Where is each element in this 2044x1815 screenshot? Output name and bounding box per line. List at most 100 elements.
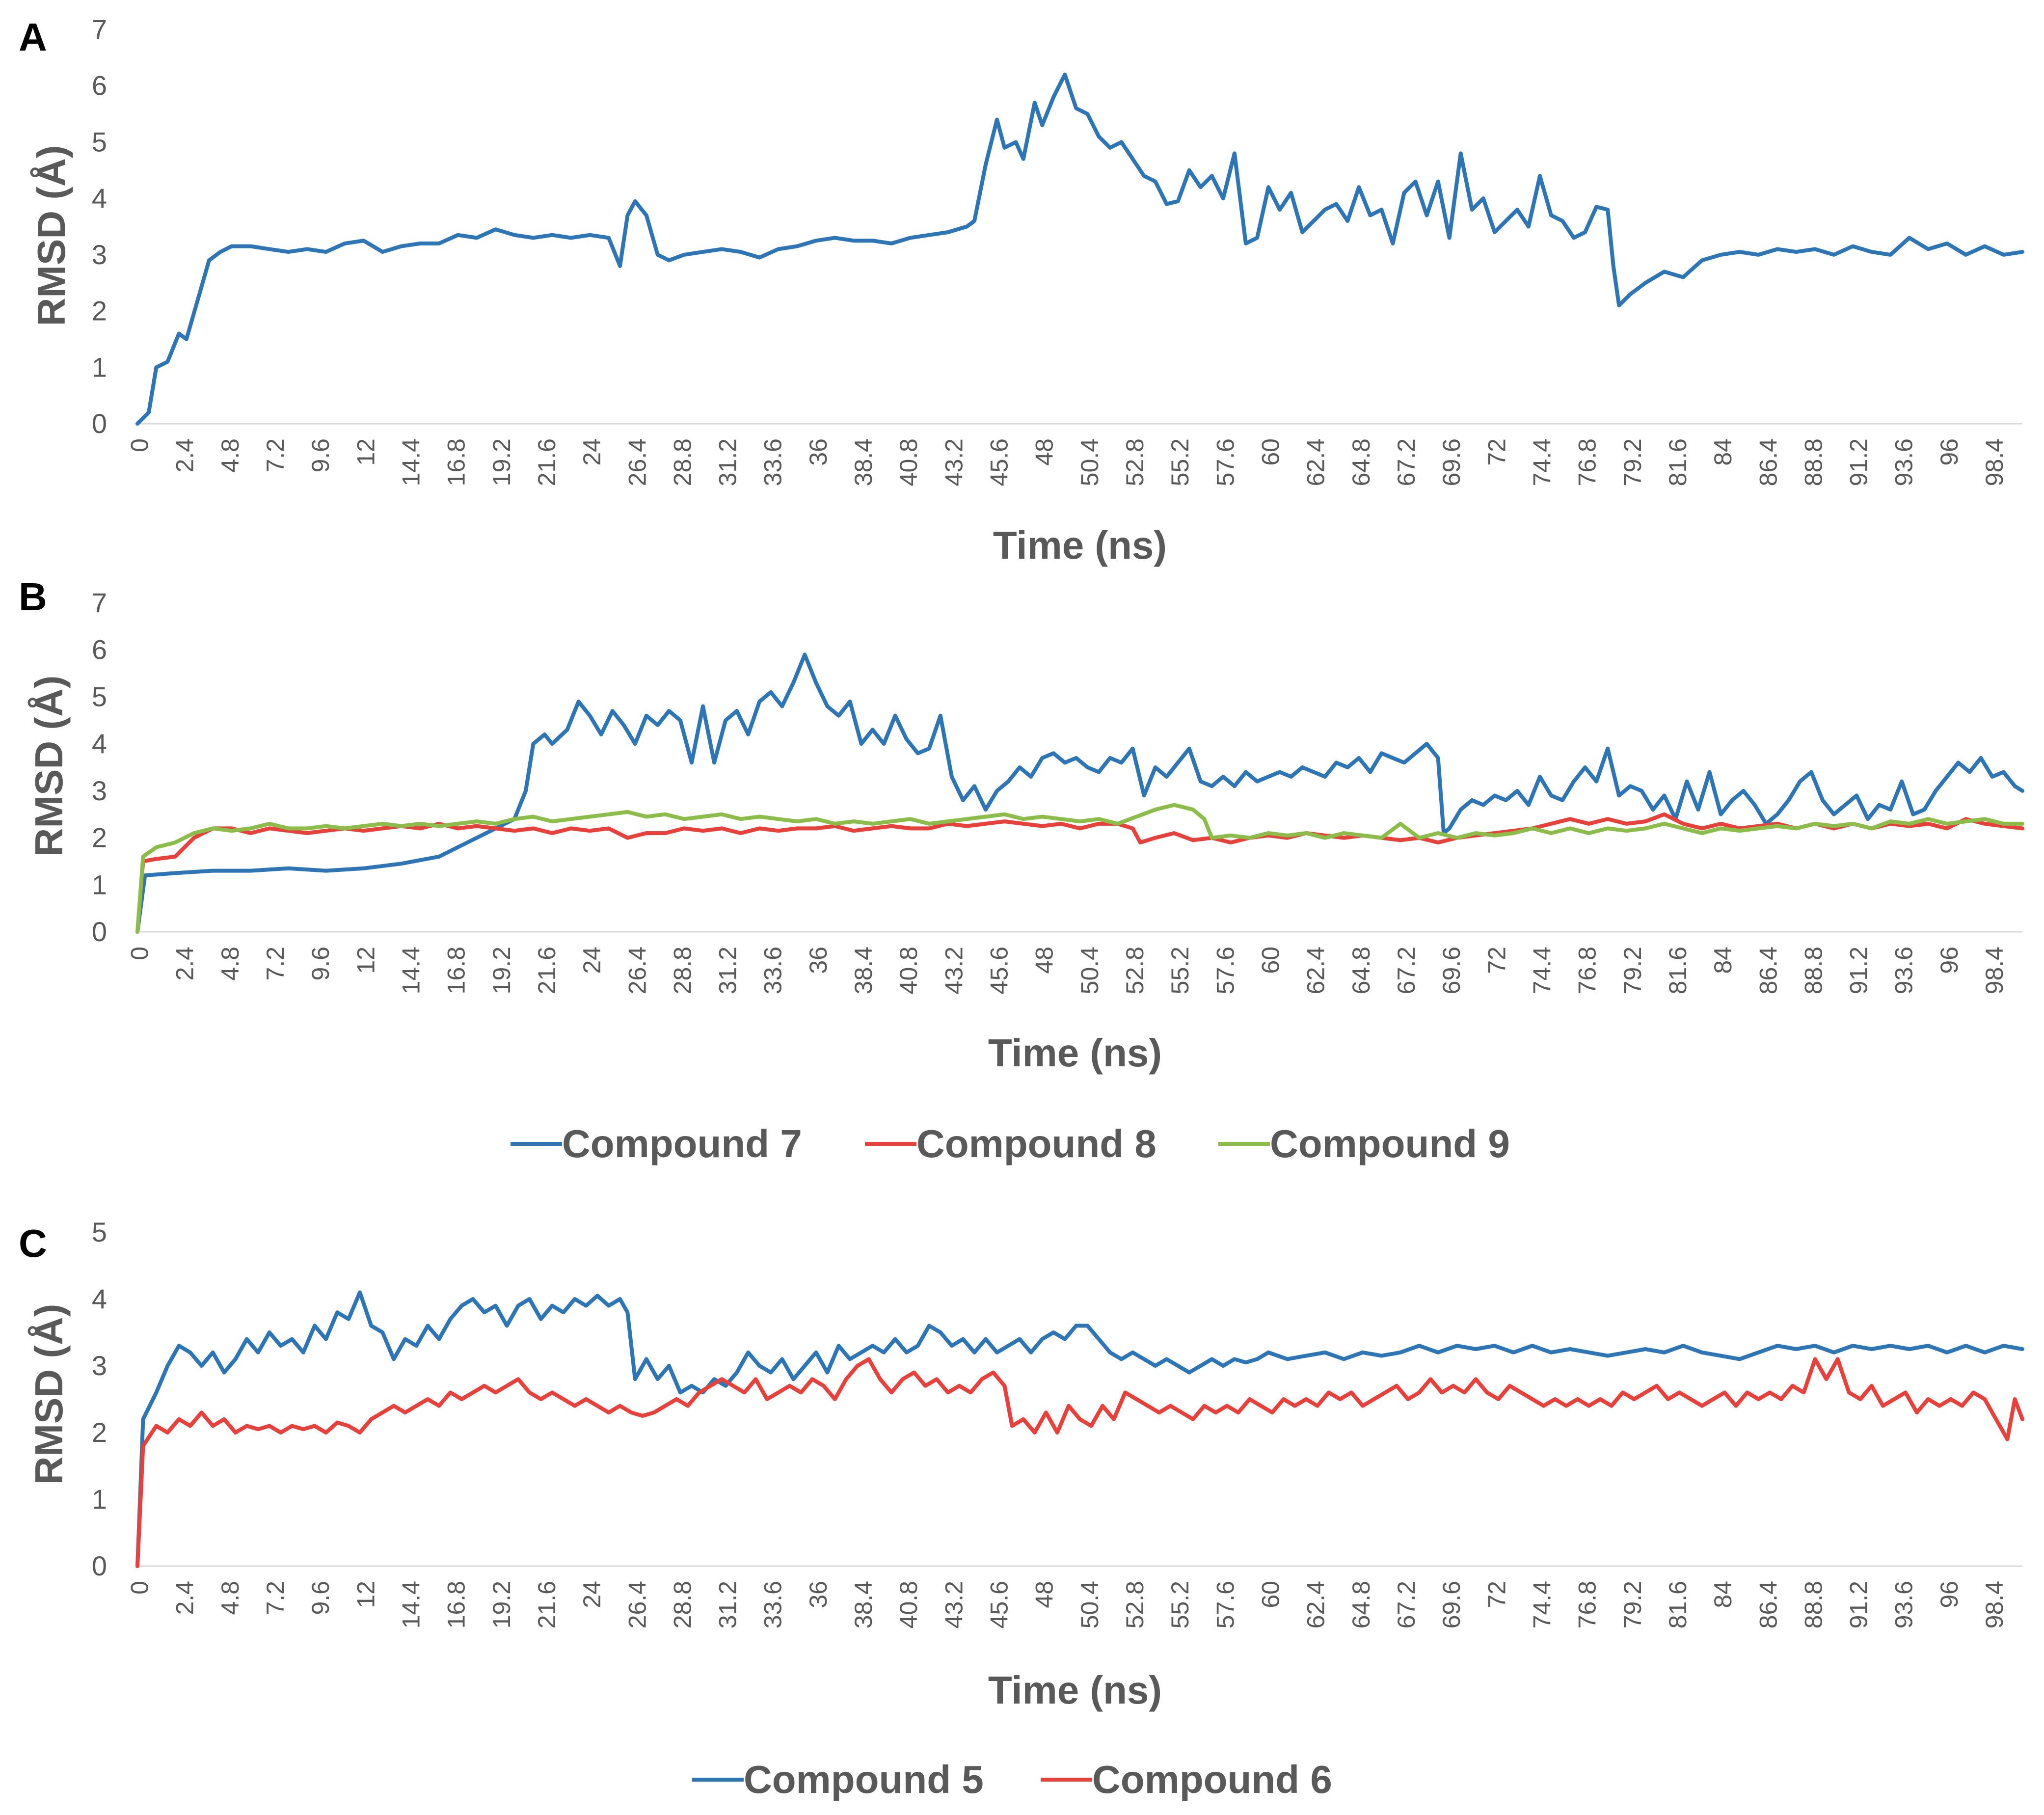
legend-item-compound-9: Compound 9 [1218, 1122, 1510, 1165]
panel-b-x-tick-21: 50.4 [1076, 947, 1103, 994]
panel-c-x-tick-23: 55.2 [1166, 1581, 1194, 1628]
panel-c-x-tick-27: 64.8 [1347, 1581, 1375, 1628]
panel-b-y-tick-1: 1 [92, 869, 107, 900]
panel-b-x-tick-14: 33.6 [759, 947, 787, 994]
panel-c-x-tick-26: 62.4 [1302, 1581, 1330, 1628]
panel-b-x-tick-20: 48 [1031, 947, 1058, 974]
panel-label-a: A [19, 15, 47, 59]
panel-c-y-tick-1: 1 [92, 1484, 107, 1515]
panel-c-legend: Compound 5 Compound 6 [692, 1758, 1332, 1801]
panel-a-x-tick-12: 28.8 [669, 438, 696, 486]
panel-c-x-tick-7: 16.8 [443, 1581, 470, 1628]
panel-b-x-tick-16: 38.4 [850, 947, 877, 994]
panel-a-x-tick-19: 45.6 [986, 438, 1013, 486]
panel-b-x-tick-11: 26.4 [623, 947, 651, 994]
panel-c-x-tick-0: 0 [126, 1581, 154, 1595]
panel-a-x-tick-35: 84 [1709, 438, 1737, 466]
panel-b-y-tick-0: 0 [92, 916, 107, 947]
panel-a-x-tick-24: 57.6 [1211, 438, 1239, 486]
panel-c-y-tick-2: 2 [92, 1417, 107, 1448]
panel-b-x-tick-22: 52.8 [1121, 947, 1149, 994]
panel-c-x-tick-25: 60 [1257, 1581, 1285, 1608]
panel-c-x-tick-36: 86.4 [1754, 1581, 1782, 1628]
panel-a-x-tick-0: 0 [126, 438, 154, 452]
panel-b-y-tick-3: 3 [92, 775, 107, 806]
panel-c-x-tick-2: 4.8 [216, 1581, 244, 1615]
panel-c-x-tick-20: 48 [1031, 1581, 1058, 1608]
panel-b-legend: Compound 7 Compound 8 Compound 9 [511, 1122, 1510, 1165]
panel-a-x-tick-34: 81.6 [1664, 438, 1692, 486]
panel-c-x-tick-4: 9.6 [307, 1581, 334, 1615]
panel-b-x-tick-41: 98.4 [1981, 947, 2008, 994]
legend-label-compound-7: Compound 7 [562, 1122, 802, 1165]
panel-c-x-tick-21: 50.4 [1076, 1581, 1103, 1628]
panel-c-y-tick-4: 4 [92, 1283, 107, 1314]
panel-b-x-tick-5: 12 [352, 947, 379, 974]
panel-a-x-tick-41: 98.4 [1981, 438, 2008, 486]
panel-c-x-tick-14: 33.6 [759, 1581, 787, 1628]
panel-b-x-tick-9: 21.6 [533, 947, 561, 994]
panel-a-x-tick-8: 19.2 [488, 438, 515, 486]
panel-c-y-axis-title: RMSD (Å) [27, 1304, 71, 1485]
panel-a-y-tick-2: 2 [92, 296, 107, 326]
legend-label-compound-9: Compound 9 [1270, 1122, 1510, 1165]
panel-c-x-tick-39: 93.6 [1890, 1581, 1918, 1628]
panel-b-y-tick-5: 5 [92, 681, 107, 712]
panel-c-series-compound-5 [135, 1290, 2024, 1568]
panel-c-x-tick-40: 96 [1936, 1581, 1963, 1608]
panel-b-x-tick-29: 69.6 [1438, 947, 1465, 994]
panel-a-x-tick-16: 38.4 [850, 438, 877, 486]
panel-b-x-tick-39: 93.6 [1890, 947, 1918, 994]
panel-b-x-tick-3: 7.2 [262, 947, 289, 981]
panel-a-x-tick-6: 14.4 [397, 438, 425, 486]
panel-a-x-axis-title: Time (ns) [993, 523, 1167, 567]
panel-a-x-tick-39: 93.6 [1890, 438, 1918, 486]
panel-a-x-tick-27: 64.8 [1347, 438, 1375, 486]
panel-c-x-tick-31: 74.4 [1528, 1581, 1556, 1628]
panel-c-x-tick-13: 31.2 [714, 1581, 742, 1628]
panel-a-x-tick-4: 9.6 [307, 438, 334, 473]
panel-a-x-tick-9: 21.6 [533, 438, 561, 486]
panel-a-x-tick-28: 67.2 [1393, 438, 1420, 486]
panel-b-x-tick-27: 64.8 [1347, 947, 1375, 994]
panel-a-y-tick-1: 1 [92, 352, 107, 382]
panel-b-y-tick-2: 2 [92, 822, 107, 853]
panel-a-y-tick-5: 5 [92, 126, 107, 157]
panel-c-x-tick-labels: 0 2.4 4.8 7.2 9.6 12 14.4 16.8 19.2 21.6 24 26.4 28.… [126, 1581, 2009, 1628]
panel-c-x-tick-15: 36 [805, 1581, 832, 1608]
panel-c-x-axis-title: Time (ns) [988, 1668, 1162, 1712]
panel-c-x-tick-38: 91.2 [1845, 1581, 1873, 1628]
panel-b-y-tick-6: 6 [92, 634, 107, 665]
panel-a-y-tick-4: 4 [92, 183, 107, 214]
panel-b-x-tick-37: 88.8 [1800, 947, 1827, 994]
panel-b-y-tick-labels: 0 1 2 3 4 5 6 7 [92, 587, 107, 947]
panel-b-x-tick-30: 72 [1483, 947, 1510, 974]
panel-c-x-tick-6: 14.4 [397, 1581, 425, 1628]
panel-a-x-tick-11: 26.4 [623, 438, 651, 486]
panel-c-x-tick-33: 79.2 [1619, 1581, 1646, 1628]
panel-c-x-tick-35: 84 [1709, 1581, 1737, 1608]
panel-b-series [135, 652, 2024, 934]
panel-c-x-tick-19: 45.6 [986, 1581, 1013, 1628]
panel-c-x-tick-12: 28.8 [669, 1581, 696, 1628]
panel-b-x-tick-23: 55.2 [1166, 947, 1194, 994]
panel-c-x-tick-11: 26.4 [623, 1581, 651, 1628]
panel-c-x-tick-10: 24 [578, 1581, 606, 1608]
panel-b-x-tick-6: 14.4 [397, 947, 425, 994]
panel-a-x-tick-7: 16.8 [443, 438, 470, 486]
panel-b-x-tick-18: 43.2 [940, 947, 968, 994]
panel-b-x-tick-35: 84 [1709, 947, 1737, 974]
panel-c-x-tick-37: 88.8 [1800, 1581, 1827, 1628]
panel-c-x-tick-9: 21.6 [533, 1581, 561, 1628]
panel-b-x-tick-40: 96 [1936, 947, 1963, 974]
legend-item-compound-8: Compound 8 [865, 1122, 1156, 1165]
panel-b-x-tick-7: 16.8 [443, 947, 470, 994]
panel-a-x-tick-13: 31.2 [714, 438, 742, 486]
panel-a-x-tick-40: 96 [1936, 438, 1963, 466]
panel-a-x-tick-38: 91.2 [1845, 438, 1873, 486]
panel-b-x-tick-13: 31.2 [714, 947, 742, 994]
panel-b-x-tick-12: 28.8 [669, 947, 696, 994]
panel-c-x-tick-8: 19.2 [488, 1581, 515, 1628]
